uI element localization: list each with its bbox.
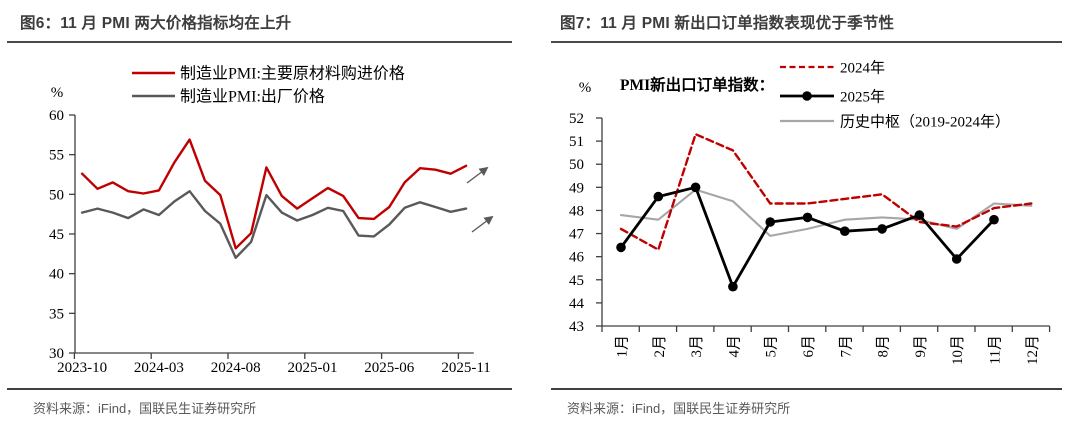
x-tick-label: 2024-08 — [211, 360, 261, 376]
arrow-annotations — [466, 166, 494, 233]
x-tick-label: 3月 — [689, 335, 705, 358]
data-point-marker — [914, 210, 925, 220]
legend-marker — [802, 91, 812, 101]
axes: 30 35 40 45 50 55 60 2023-10 2024-03 2024-08 2025-… — [49, 85, 491, 376]
y-tick-label: 45 — [569, 273, 584, 289]
series-group — [616, 132, 1033, 292]
pmi-price-indices-chart: 30 35 40 45 50 55 60 2023-10 2024-03 2024-08 2025-… — [49, 65, 494, 376]
pmi-new-export-orders-chart: 43 44 45 46 47 48 49 50 51 52 1月 2月 3月 4月 5月 6月 7月 8月 9月 10… — [569, 60, 1051, 365]
y-tick-label: 48 — [569, 203, 584, 219]
x-tick-label: 10月 — [950, 335, 966, 365]
y-tick-label: 30 — [49, 346, 64, 362]
x-tick-label: 2025-01 — [288, 360, 338, 376]
series-2024 — [619, 132, 1033, 251]
data-point-marker — [989, 214, 999, 225]
y-tick-label: 47 — [569, 227, 585, 243]
legend-label: 制造业PMI:出厂价格 — [180, 88, 325, 106]
x-tick-label: 1月 — [615, 335, 631, 358]
data-point-marker — [877, 224, 887, 234]
data-point-marker — [951, 254, 962, 264]
y-tick-label: 35 — [49, 306, 64, 322]
legend-label: 2025年 — [840, 89, 885, 106]
legend-label: 2024年 — [840, 60, 885, 77]
legend-label: 历史中枢（2019-2024年） — [840, 114, 1010, 131]
axis-title: PMI新出口订单指数： — [620, 75, 774, 94]
axis-unit-label: % — [51, 85, 64, 101]
x-tick-label: 2025-06 — [364, 360, 414, 376]
axis-unit-label: % — [579, 80, 592, 96]
data-point-marker — [690, 182, 701, 193]
x-tick-label: 5月 — [764, 335, 780, 358]
y-tick-label: 51 — [569, 134, 584, 150]
data-point-marker — [802, 212, 813, 223]
y-tick-label: 50 — [49, 187, 64, 203]
x-tick-label: 12月 — [1025, 335, 1041, 365]
y-tick-label: 45 — [49, 227, 64, 243]
series-historical-center — [619, 188, 1033, 237]
x-tick-label: 2月 — [652, 335, 668, 358]
x-tick-label: 6月 — [801, 335, 817, 358]
x-tick-label: 11月 — [988, 335, 1004, 364]
legend-label: 制造业PMI:主要原材料购进价格 — [180, 65, 405, 83]
x-tick-label: 2025-11 — [441, 360, 490, 376]
series-ex-factory-price — [80, 189, 468, 260]
y-tick-label: 50 — [569, 157, 584, 173]
x-tick-label: 7月 — [838, 335, 854, 358]
figure-title: 图6：11 月 PMI 两大价格指标均在上升 — [7, 0, 512, 43]
data-point-marker — [653, 191, 664, 202]
y-tick-label: 52 — [569, 111, 584, 127]
series-group — [80, 138, 468, 260]
series-2025 — [619, 185, 996, 289]
figure-divider: 资料来源：iFind，国联民生证券研究所 — [551, 388, 1062, 417]
y-tick-label: 49 — [569, 180, 584, 196]
data-point-marker — [765, 217, 775, 227]
x-tick-label: 4月 — [726, 335, 742, 358]
y-tick-label: 44 — [569, 296, 585, 312]
figure-divider: 资料来源：iFind，国联民生证券研究所 — [7, 388, 512, 417]
y-tick-label: 60 — [49, 108, 64, 124]
y-tick-label: 46 — [569, 250, 585, 266]
axes: 43 44 45 46 47 48 49 50 51 52 1月 2月 3月 4月 5月 6月 7月 8月 9月 10… — [569, 75, 1051, 365]
source-note: 资料来源：iFind，国联民生证券研究所 — [567, 401, 791, 416]
x-tick-label: 9月 — [913, 335, 929, 358]
series-raw-material-purchase-price — [80, 138, 468, 250]
y-tick-label: 43 — [569, 319, 584, 335]
data-point-marker — [616, 242, 626, 253]
source-note: 资料来源：iFind，国联民生证券研究所 — [33, 401, 257, 416]
y-tick-label: 55 — [49, 148, 64, 164]
data-point-marker — [840, 226, 850, 236]
x-tick-label: 2023-10 — [57, 360, 107, 376]
x-tick-label: 2024-03 — [134, 360, 184, 376]
data-point-marker — [728, 281, 738, 292]
figure-panel-7: 图7：11 月 PMI 新出口订单指数表现优于季节性 资料来源：iFind，国联… — [551, 0, 1062, 430]
figure-panel-6: 图6：11 月 PMI 两大价格指标均在上升 资料来源：iFind，国联民生证券… — [7, 0, 512, 430]
y-tick-label: 40 — [49, 267, 64, 283]
x-tick-label: 8月 — [876, 335, 892, 358]
figure-title: 图7：11 月 PMI 新出口订单指数表现优于季节性 — [551, 0, 1062, 43]
